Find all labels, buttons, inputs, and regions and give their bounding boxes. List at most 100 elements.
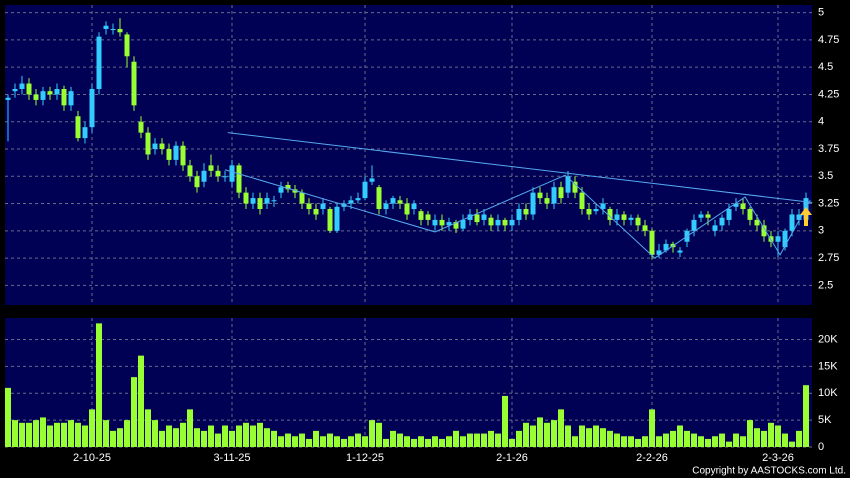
candle-body: [152, 143, 158, 149]
candle-body: [600, 203, 606, 209]
candle-body: [663, 243, 669, 251]
candle-body: [775, 236, 781, 242]
volume-bar: [537, 417, 543, 447]
candle-body: [348, 200, 354, 204]
candle-body: [222, 176, 228, 178]
volume-bar: [222, 425, 228, 447]
volume-bar: [208, 425, 214, 447]
volume-bar: [264, 428, 270, 447]
candle-body: [89, 89, 95, 128]
volume-bar: [341, 438, 347, 447]
candle-body: [698, 214, 704, 218]
candle-body: [789, 214, 795, 231]
volume-bar: [425, 438, 431, 447]
candle-body: [5, 97, 11, 100]
candle-body: [40, 91, 46, 100]
candle-body: [439, 219, 445, 226]
y-tick-label: 10K: [818, 387, 838, 399]
volume-bar: [334, 436, 340, 447]
volume-bar: [558, 409, 564, 447]
volume-bar: [677, 425, 683, 447]
volume-bar: [775, 425, 781, 447]
candle-body: [754, 219, 760, 226]
up-arrow-icon: [800, 207, 812, 226]
candle-body: [586, 209, 592, 215]
candle-body: [733, 203, 739, 207]
candle-body: [271, 200, 277, 202]
volume-bar: [607, 430, 613, 447]
trend-line: [224, 169, 811, 259]
candle-body: [516, 209, 522, 220]
volume-bar: [635, 438, 641, 447]
volume-bar: [754, 428, 760, 447]
volume-bar: [215, 433, 221, 447]
volume-bar: [19, 422, 25, 447]
candle-body: [19, 83, 25, 89]
volume-bar: [362, 436, 368, 447]
candle-body: [236, 165, 242, 193]
x-tick-label: 2-3-26: [762, 452, 794, 464]
trend-line: [227, 132, 813, 203]
candle-body: [481, 214, 487, 220]
y-tick-label: 4.5: [818, 61, 833, 73]
candle-body: [159, 143, 165, 149]
candle-body: [474, 214, 480, 223]
volume-bar: [600, 428, 606, 447]
volume-bar: [803, 385, 809, 447]
candle-body: [446, 222, 452, 226]
candle-body: [397, 200, 403, 204]
volume-bar: [278, 436, 284, 447]
volume-bar: [68, 420, 74, 447]
volume-bar: [110, 430, 116, 447]
volume-bar: [670, 430, 676, 447]
volume-bar: [691, 433, 697, 447]
volume-bar: [33, 420, 39, 447]
x-tick-label: 1-12-25: [346, 452, 384, 464]
volume-bar: [698, 436, 704, 447]
y-tick-label: 3: [818, 225, 824, 237]
candle-body: [194, 176, 200, 188]
candle-body: [117, 29, 123, 33]
volume-bar: [565, 425, 571, 447]
volume-bar: [243, 422, 249, 447]
volume-bar: [614, 433, 620, 447]
candle-body: [628, 217, 634, 220]
x-tick-label: 3-11-25: [213, 452, 250, 464]
candle-body: [369, 178, 375, 182]
volume-bar: [404, 436, 410, 447]
volume-bar: [586, 428, 592, 447]
candle-body: [285, 185, 291, 190]
candle-body: [642, 225, 648, 231]
volume-bar: [299, 433, 305, 447]
candle-body: [411, 203, 417, 209]
volume-bar: [656, 436, 662, 447]
volume-bar: [467, 433, 473, 447]
candle-body: [47, 91, 53, 95]
candle-body: [747, 209, 753, 220]
volume-bar: [236, 425, 242, 447]
volume-bar: [628, 436, 634, 447]
y-tick-label: 3.25: [818, 197, 839, 209]
volume-bar: [551, 420, 557, 447]
volume-bar: [61, 422, 67, 447]
y-tick-label: 0: [818, 441, 824, 453]
candle-body: [180, 145, 186, 166]
candle-body: [614, 214, 620, 220]
volume-bar: [383, 438, 389, 447]
candle-body: [509, 219, 515, 226]
volume-bar: [432, 436, 438, 447]
y-tick-label: 4.25: [818, 88, 839, 100]
volume-bar: [593, 425, 599, 447]
y-tick-label: 4.75: [818, 34, 839, 46]
volume-bar: [40, 417, 46, 447]
candle-body: [523, 209, 529, 215]
volume-bar: [453, 430, 459, 447]
candle-body: [243, 192, 249, 204]
x-tick-label: 2-2-26: [636, 452, 668, 464]
candle-body: [131, 61, 137, 106]
candle-body: [691, 219, 697, 231]
candle-body: [495, 219, 501, 226]
candle-body: [649, 230, 655, 255]
copyright: Copyright by AASTOCKS.com Ltd.: [692, 466, 846, 477]
candle-body: [565, 176, 571, 193]
